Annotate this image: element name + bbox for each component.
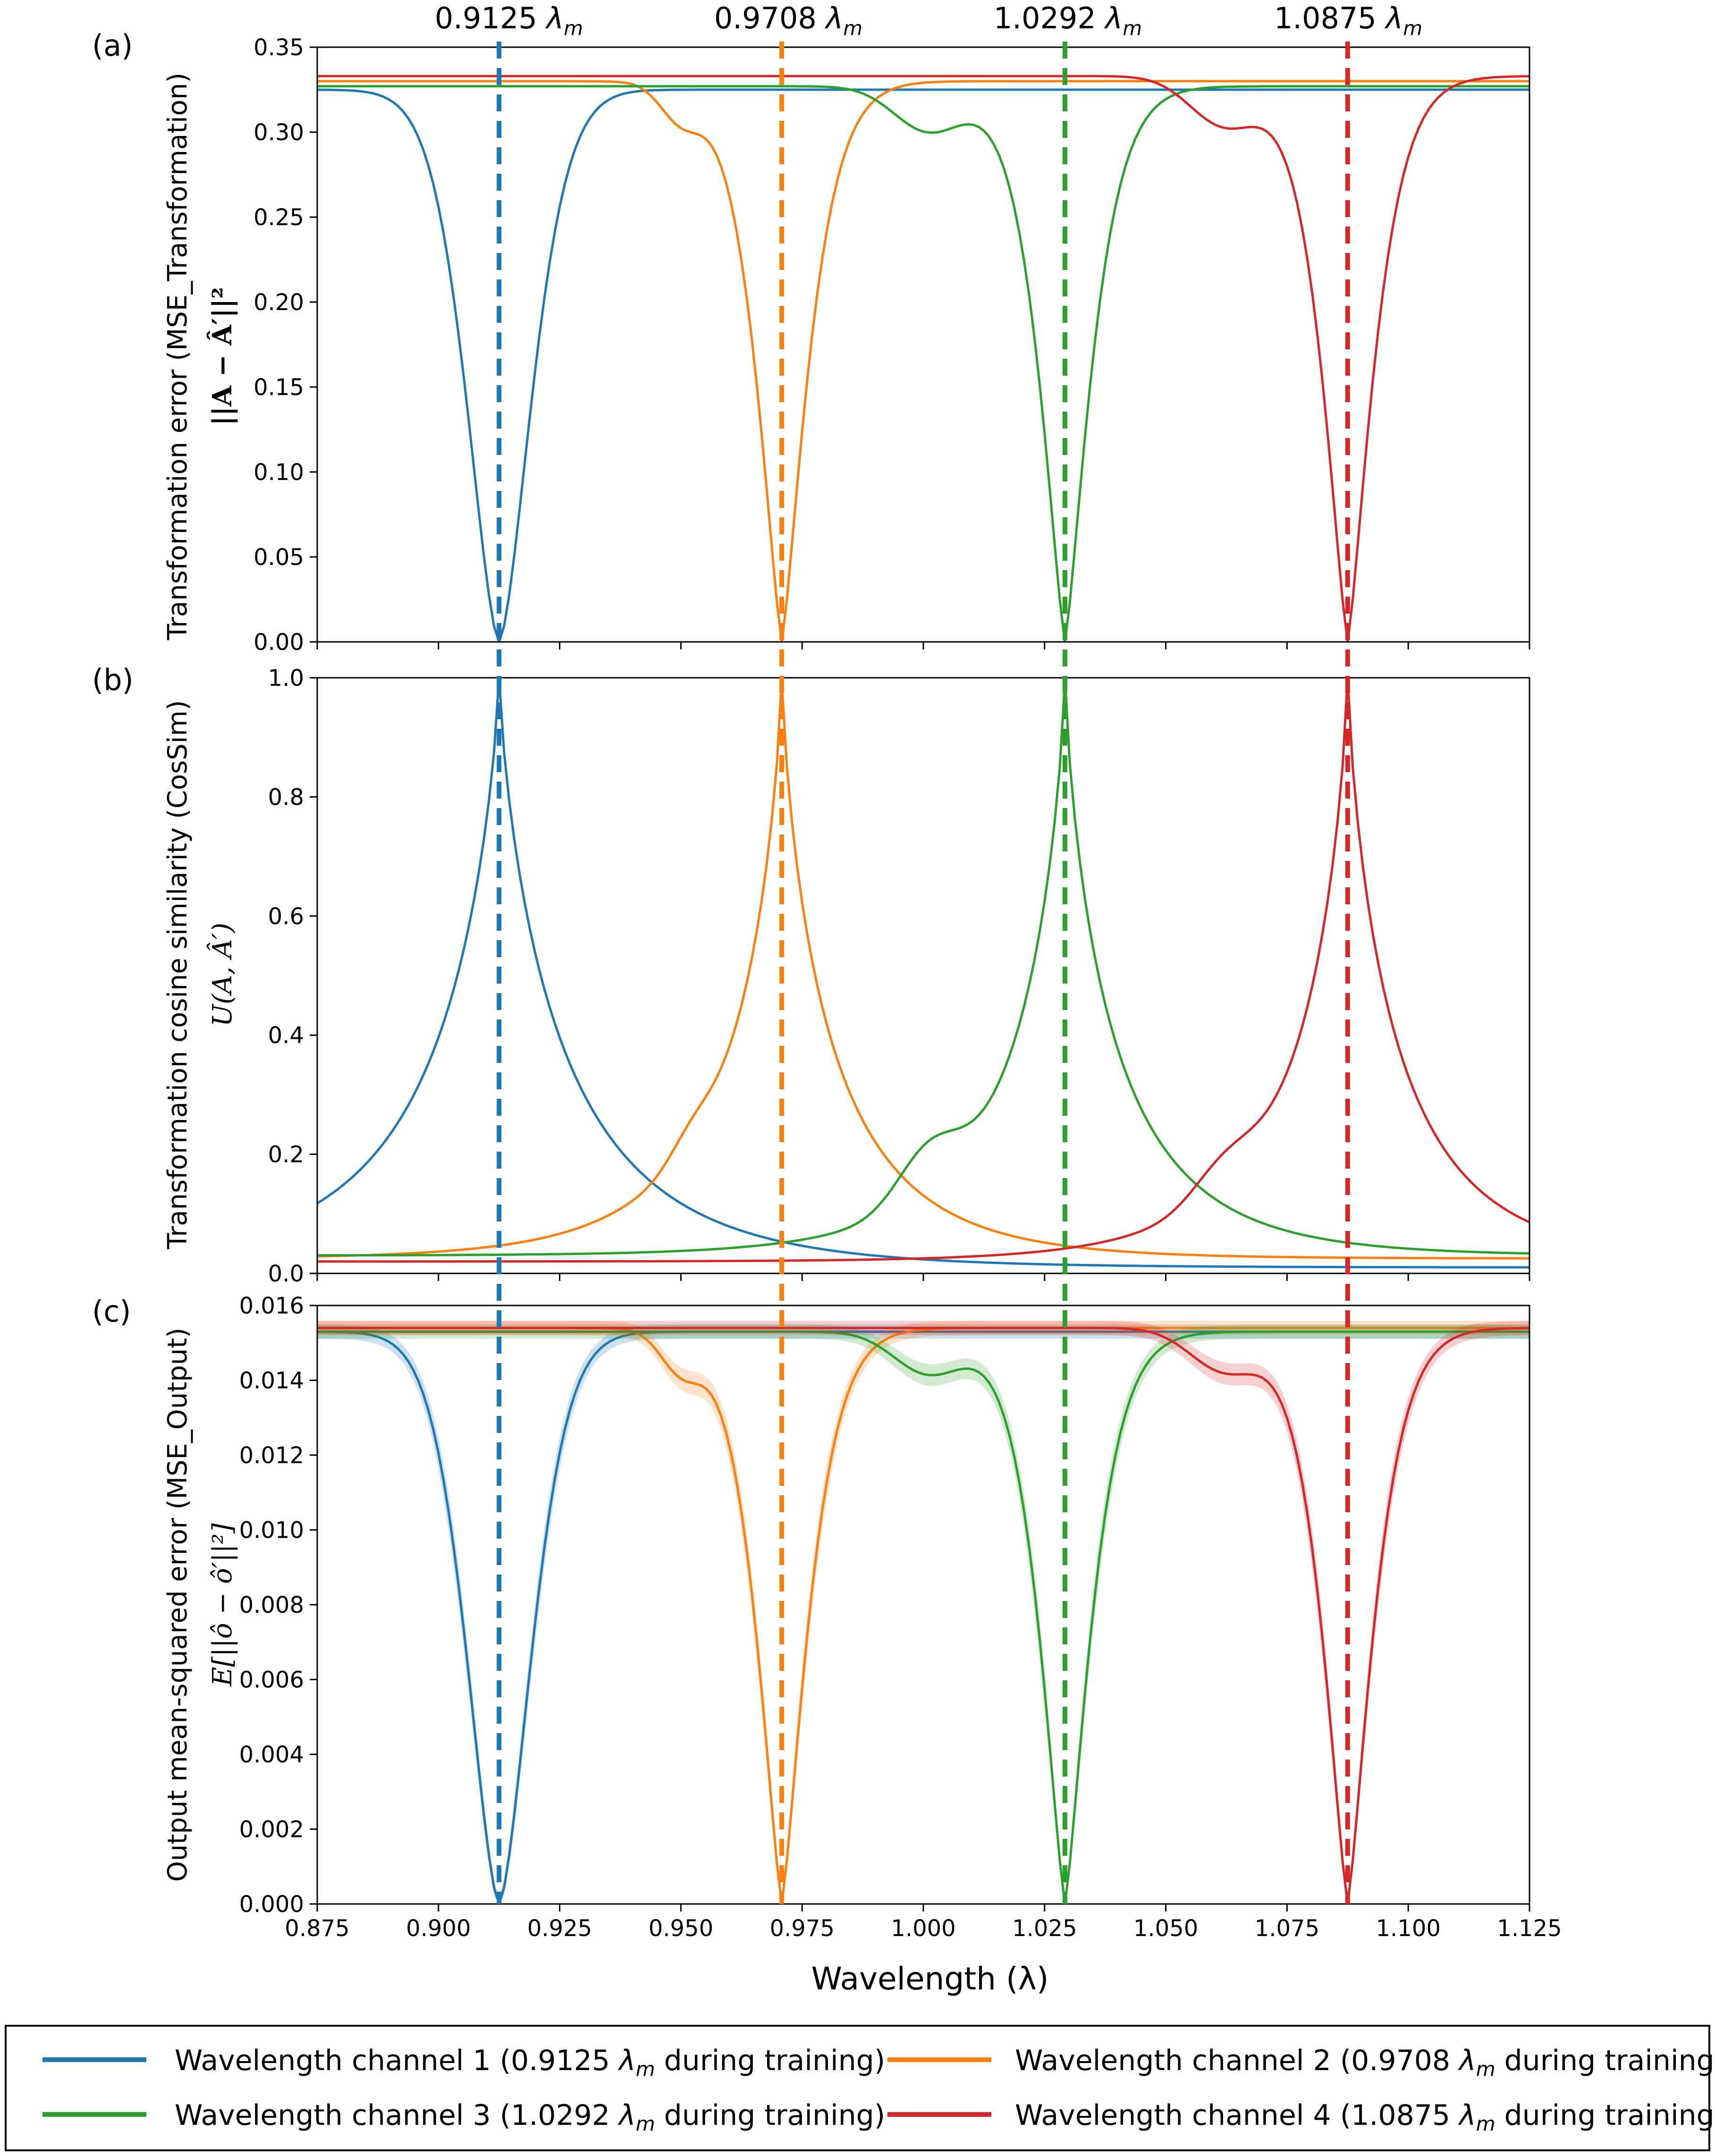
legend-frame (5, 2025, 1710, 2151)
x-tick-label: 1.100 (1376, 1915, 1440, 1942)
marker-label-4: 1.0875 λm (1274, 1, 1422, 40)
line-ch2 (317, 80, 1529, 642)
series-group (317, 75, 1529, 642)
y-tick-label: 1.0 (268, 665, 304, 691)
line-ch3 (317, 1331, 1529, 1904)
panel-a: (a) Transformation error (MSE_Transforma… (92, 28, 1530, 656)
line-ch4 (317, 75, 1529, 642)
y-tick-label: 0.10 (253, 459, 304, 486)
y-tick-label: 0.6 (268, 903, 304, 930)
panel-label-b: (b) (92, 663, 134, 697)
marker-label-2: 0.9708 λm (714, 1, 862, 40)
y-tick-label: 0.0 (268, 1261, 304, 1287)
panel-label-c: (c) (92, 1294, 131, 1329)
y-tick-label: 0.004 (239, 1742, 304, 1768)
y-tick-label: 0.012 (239, 1442, 304, 1469)
panel-label-a: (a) (92, 28, 133, 63)
panel-c: (c) Output mean-squared error (MSE_Outpu… (92, 1293, 1562, 1942)
x-tick-label: 1.125 (1497, 1915, 1562, 1942)
marker-label-1: 0.9125 λm (435, 1, 583, 40)
y-tick-label: 0.016 (239, 1293, 304, 1319)
y-tick-label: 0.05 (253, 544, 304, 571)
ylabel-b: Transformation cosine similarity (CosSim… (162, 700, 193, 1250)
x-tick-label: 0.925 (527, 1915, 592, 1942)
series-group (317, 1321, 1529, 1904)
ylabel-c: Output mean-squared error (MSE_Output) (162, 1328, 193, 1882)
x-tick-label: 1.050 (1133, 1915, 1198, 1942)
x-tick-label: 1.000 (891, 1915, 955, 1942)
ylabel-a: Transformation error (MSE_Transformation… (162, 73, 193, 640)
panel-b: (b) Transformation cosine similarity (Co… (92, 663, 1530, 1287)
legend: Wavelength channel 1 (0.9125 λm during t… (5, 2025, 1715, 2151)
marker-lines (497, 42, 1350, 1904)
line-ch2 (317, 678, 1529, 1260)
series-group (317, 678, 1529, 1269)
ylabel-formula-c: E[||ô − ô′||²] (207, 1523, 238, 1686)
y-tick-label: 0.20 (253, 289, 304, 316)
y-tick-label: 0.002 (239, 1817, 304, 1843)
x-axis-label: Wavelength (λ) (811, 1961, 1048, 1997)
y-tick-label: 0.8 (268, 784, 304, 810)
x-tick-label: 1.075 (1255, 1915, 1319, 1942)
plot-area-b: 0.0 0.2 0.4 0.6 0.8 1.0 (268, 665, 1530, 1287)
y-tick-label: 0.35 (253, 34, 304, 61)
y-tick-label: 0.010 (239, 1517, 304, 1544)
ylabel-formula-b: U(A, Â′) (207, 923, 238, 1027)
y-tick-label: 0.006 (239, 1667, 304, 1693)
x-tick-label: 0.900 (406, 1915, 471, 1942)
line-ch3 (317, 678, 1529, 1257)
marker-label-3: 1.0292 λm (994, 1, 1142, 40)
line-ch4 (317, 1327, 1529, 1904)
line-ch3 (317, 85, 1529, 642)
plot-area-a: 0.00 0.05 0.10 0.15 0.20 0.25 0.30 0.35 (253, 34, 1530, 656)
y-tick-label: 0.30 (253, 119, 304, 146)
x-tick-label: 0.875 (285, 1915, 349, 1942)
legend-entry-2: Wavelength channel 2 (0.9708 λm during t… (1015, 2044, 1715, 2080)
y-tick-label: 0.15 (253, 374, 304, 401)
x-tick-label: 0.975 (769, 1915, 834, 1942)
y-tick-label: 0.000 (239, 1891, 304, 1918)
ylabel-formula-a: ||A − Â′||² (207, 287, 238, 426)
x-tick-label: 0.950 (649, 1915, 713, 1942)
line-ch4 (317, 678, 1529, 1263)
legend-entry-4: Wavelength channel 4 (1.0875 λm during t… (1015, 2099, 1715, 2135)
y-tick-label: 0.008 (239, 1592, 304, 1618)
y-tick-label: 0.2 (268, 1142, 304, 1168)
y-tick-label: 0.014 (239, 1368, 304, 1394)
marker-labels: 0.9125 λm 0.9708 λm 1.0292 λm 1.0875 λm (435, 1, 1422, 40)
y-tick-label: 0.25 (253, 204, 304, 231)
line-ch1 (317, 88, 1529, 642)
y-tick-label: 0.00 (253, 629, 304, 656)
legend-entry-1: Wavelength channel 1 (0.9125 λm during t… (175, 2044, 885, 2080)
y-tick-label: 0.4 (268, 1022, 304, 1049)
legend-entry-3: Wavelength channel 3 (1.0292 λm during t… (175, 2099, 885, 2135)
x-tick-label: 1.025 (1012, 1915, 1077, 1942)
plot-area-c: 0.000 0.002 0.004 0.006 0.008 0.010 0.012 0.014… (239, 1293, 1562, 1942)
